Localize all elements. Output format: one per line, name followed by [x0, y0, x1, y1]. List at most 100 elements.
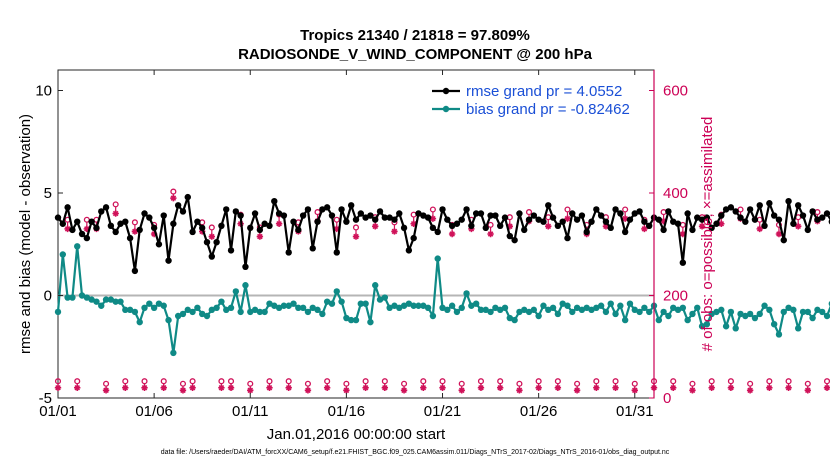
x-tick-label: 01/06 [135, 403, 173, 420]
bias-point [251, 306, 259, 314]
bias-point [746, 310, 754, 318]
bias-point [799, 308, 807, 316]
assimilated-obs-marker [74, 384, 81, 391]
bias-point [521, 306, 528, 314]
rmse-point [626, 216, 634, 223]
rmse-point [309, 245, 316, 252]
rmse-point [420, 212, 427, 219]
bias-point [405, 300, 413, 307]
assimilated-obs-marker [372, 223, 379, 230]
bias-point [424, 304, 432, 311]
bias-point [761, 302, 768, 309]
rmse-point [74, 218, 81, 225]
series-possible [54, 188, 830, 391]
bias-point [780, 308, 787, 316]
bias-point [83, 294, 91, 301]
rmse-point [338, 206, 345, 213]
bias-point [59, 251, 67, 258]
rmse-point [516, 210, 523, 217]
bias-point [112, 298, 119, 305]
rmse-point [319, 206, 326, 213]
rmse-point [295, 226, 302, 234]
rmse-point [823, 210, 830, 217]
assimilated-obs-marker [823, 384, 830, 391]
rmse-point [713, 220, 720, 227]
bias-point [554, 310, 562, 318]
rmse-point [275, 210, 283, 217]
rmse-point [593, 206, 600, 213]
bias-point [323, 298, 331, 305]
bias-point [295, 304, 302, 311]
bias-point [290, 300, 297, 307]
bias-point [275, 304, 283, 311]
bias-point [136, 318, 143, 326]
rmse-point [482, 224, 489, 232]
rmse-point [256, 226, 264, 234]
y-tick-label-left: 5 [44, 185, 52, 202]
bias-point [641, 304, 648, 311]
rmse-point [208, 253, 216, 260]
bias-point [814, 306, 821, 314]
bias-point [708, 310, 715, 318]
bias-point [549, 304, 557, 311]
rmse-point [809, 208, 816, 215]
rmse-point [189, 228, 196, 236]
rmse-point [535, 216, 542, 223]
rmse-point [347, 202, 355, 209]
rmse-point [242, 263, 249, 270]
assimilated-obs-marker [621, 215, 629, 222]
bias-point [391, 302, 398, 309]
rmse-point [410, 234, 417, 242]
bias-point [54, 308, 62, 316]
rmse-point [602, 218, 610, 225]
assimilated-obs-marker [122, 384, 129, 391]
assimilated-obs-marker [112, 210, 119, 217]
rmse-point [141, 210, 148, 217]
bias-point [511, 316, 518, 324]
rmse-point [405, 247, 413, 254]
rmse-point [780, 236, 787, 244]
rmse-point [155, 241, 163, 248]
legend-swatch-marker [442, 105, 450, 113]
rmse-point [679, 259, 687, 266]
bias-point [415, 302, 422, 309]
bias-point [718, 306, 725, 314]
rmse-point [59, 220, 67, 227]
bias-point [617, 302, 624, 309]
y-tick-label-right: 200 [663, 288, 688, 305]
rmse-point [165, 257, 172, 264]
rmse-point [770, 212, 778, 219]
bias-point [794, 325, 802, 332]
possible-obs-marker [804, 380, 811, 387]
rmse-point [549, 214, 557, 221]
rmse-point [496, 222, 504, 229]
bias-point [271, 302, 278, 309]
rmse-point [223, 206, 230, 213]
rmse-point [280, 212, 288, 219]
bias-point [626, 300, 634, 307]
bias-point [429, 312, 437, 320]
rmse-point [621, 228, 629, 236]
bias-point [372, 282, 379, 289]
assimilated-obs-marker [198, 228, 206, 235]
assimilated-obs-marker [496, 384, 504, 391]
rmse-point [689, 226, 696, 234]
rmse-point [727, 204, 735, 211]
possible-obs-marker [766, 378, 773, 385]
bias-point [117, 298, 124, 305]
bias-point [535, 312, 542, 320]
rmse-point [641, 218, 648, 225]
rmse-point [290, 218, 297, 225]
rmse-point [343, 218, 350, 225]
bias-point [338, 298, 345, 305]
possible-obs-marker [708, 378, 715, 385]
rmse-point [751, 216, 759, 223]
rmse-point [93, 224, 100, 232]
rmse-point [69, 226, 76, 234]
assimilated-obs-marker [775, 230, 783, 238]
rmse-point [372, 216, 379, 223]
rmse-point [261, 220, 268, 227]
rmse-point [251, 210, 259, 217]
assimilated-obs-marker [641, 225, 648, 233]
y-axis-label-right: # of obs: o=possible; ×=assimilated [699, 117, 716, 352]
